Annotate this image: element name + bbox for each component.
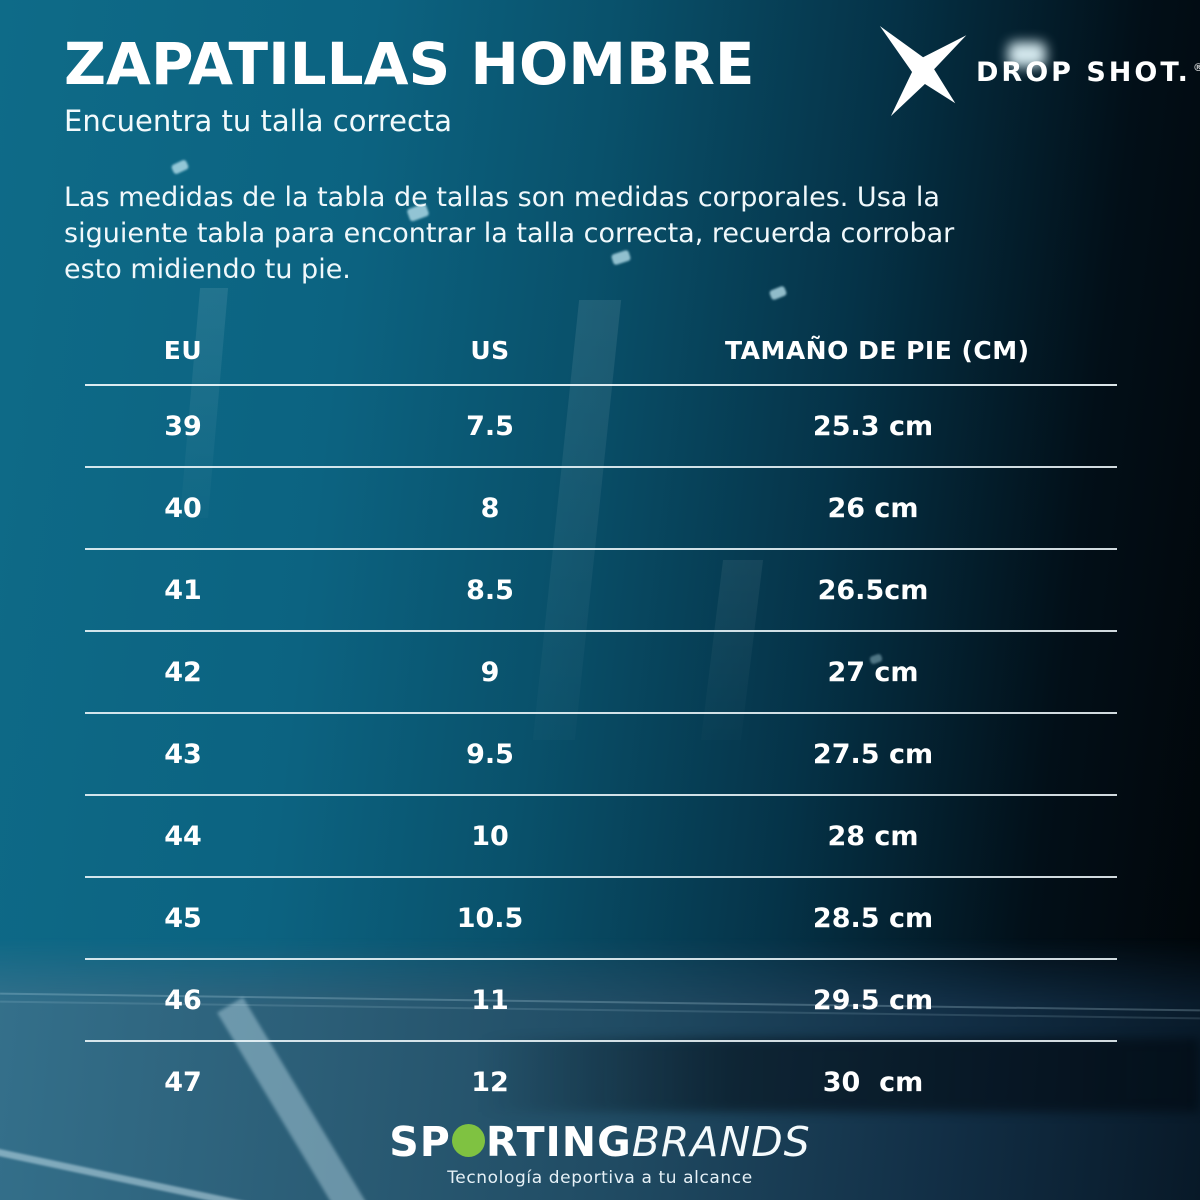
size-table: EU US TAMAÑO DE PIE (CM) 39 7.5 25.3 cm 40 8… [85,316,1117,1122]
cell-eu: 44 [164,820,202,852]
brand-name: DROP SHOT. [976,56,1191,88]
cell-eu: 43 [164,738,202,770]
cell-us: 7.5 [466,410,514,442]
registered-mark: ® [1193,61,1200,74]
cell-us: 11 [471,984,509,1016]
header: ZAPATILLAS HOMBRE Encuentra tu talla cor… [64,34,754,138]
cell-us: 10.5 [456,902,524,934]
cell-us: 8.5 [466,574,514,606]
footer-brand-text: RTING [485,1118,632,1166]
light-speck [170,159,190,175]
drop-shot-logo: DROP SHOT.® [878,26,1200,118]
column-header-foot-size: TAMAÑO DE PIE (CM) [725,335,1030,365]
green-ball-icon [451,1124,485,1157]
cell-foot: 25.3 cm [812,410,934,442]
cell-foot: 30 cm [822,1066,924,1098]
cell-us: 9 [480,656,500,688]
table-row: 46 11 29.5 cm [85,958,1117,1040]
table-row: 41 8.5 26.5cm [85,548,1117,630]
table-row: 44 10 28 cm [85,794,1117,876]
cell-foot: 27.5 cm [812,738,934,770]
cell-eu: 39 [164,410,202,442]
table-header-row: EU US TAMAÑO DE PIE (CM) [85,316,1117,386]
light-glow [1008,42,1046,67]
table-row: 47 12 30 cm [85,1040,1117,1122]
footer-brand-text: SP [389,1118,451,1166]
cell-foot: 27 cm [827,656,919,688]
cell-us: 8 [480,492,500,524]
cell-us: 12 [471,1066,509,1098]
cell-us: 10 [471,820,509,852]
cell-eu: 45 [164,902,202,934]
footer-brand-text-italic: BRANDS [631,1118,811,1166]
cell-foot: 28.5 cm [812,902,934,934]
cell-eu: 41 [164,574,202,606]
drop-shot-wordmark: DROP SHOT.® [976,57,1200,88]
cell-foot: 29.5 cm [812,984,934,1016]
cell-foot: 26 cm [827,492,919,524]
table-body: 39 7.5 25.3 cm 40 8 26 cm 41 8.5 26.5cm 42 9 27 cm 4… [85,386,1117,1122]
court-shadow-band [480,1038,1200,1112]
cell-foot: 26.5cm [817,574,929,606]
column-header-eu: EU [163,335,203,365]
sportingbrands-logo: SP RTINGBRANDS [0,1118,1200,1166]
cell-us: 9.5 [466,738,514,770]
footer-tagline: Tecnología deportiva a tu alcance [447,1168,753,1189]
column-header-us: US [470,335,510,365]
table-row: 43 9.5 27.5 cm [85,712,1117,794]
table-row: 45 10.5 28.5 cm [85,876,1117,958]
table-row: 39 7.5 25.3 cm [85,386,1117,466]
intro-paragraph: Las medidas de la tabla de tallas son me… [64,182,955,285]
cell-eu: 46 [164,984,202,1016]
page-subtitle: Encuentra tu talla correcta [64,103,453,138]
page-title: ZAPATILLAS HOMBRE [64,30,755,98]
footer: SP RTINGBRANDS Tecnología deportiva a tu … [0,1118,1200,1189]
table-row: 42 9 27 cm [85,630,1117,712]
cell-eu: 42 [164,656,202,688]
cell-eu: 47 [164,1066,202,1098]
cell-eu: 40 [164,492,202,524]
table-row: 40 8 26 cm [85,466,1117,548]
cell-foot: 28 cm [827,820,919,852]
drop-shot-x-star-icon [879,26,967,117]
